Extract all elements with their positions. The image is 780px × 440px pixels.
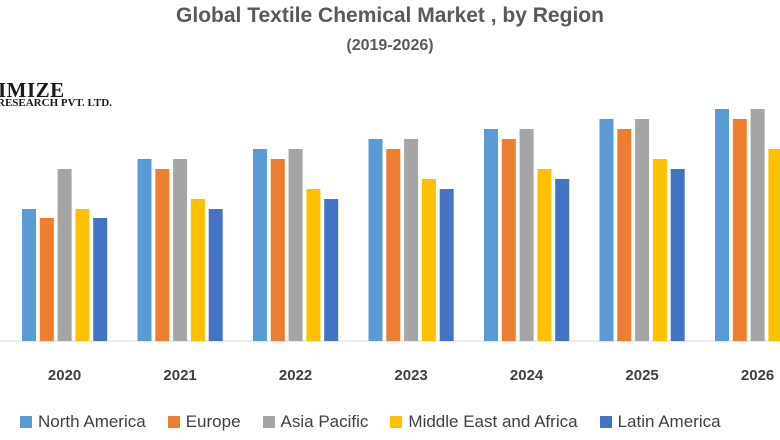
bar-2024-latin-america — [555, 179, 570, 341]
x-tick-2021: 2021 — [163, 367, 196, 384]
bar-2021-europe — [155, 169, 170, 341]
bar-2020-asia-pacific — [57, 169, 72, 341]
bar-2026-middle-east-and-africa — [768, 149, 780, 341]
legend-item-asia-pacific: Asia Pacific — [262, 412, 369, 432]
legend-swatch — [20, 416, 32, 428]
chart-title: Global Textile Chemical Market , by Regi… — [176, 4, 604, 27]
logo-wordmark: IMIZE — [0, 78, 65, 102]
bar-2026-north-america — [715, 109, 729, 341]
legend-item-north-america: North America — [20, 412, 146, 432]
legend-swatch — [599, 416, 612, 428]
legend-item-middle-east-and-africa: Middle East and Africa — [390, 412, 578, 432]
bar-2020-latin-america — [93, 218, 108, 341]
legend-label: Latin America — [617, 412, 721, 431]
x-tick-2024: 2024 — [510, 367, 544, 384]
legend-label: Middle East and Africa — [408, 412, 578, 431]
bar-2021-asia-pacific — [173, 159, 188, 341]
bar-2026-asia-pacific — [750, 109, 765, 341]
bar-2020-north-america — [22, 209, 36, 341]
bar-2023-north-america — [368, 139, 383, 341]
x-tick-2022: 2022 — [279, 367, 312, 384]
bar-2021-middle-east-and-africa — [190, 199, 205, 341]
bar-2024-europe — [501, 139, 516, 341]
bar-2022-north-america — [253, 149, 267, 341]
bar-2021-latin-america — [208, 209, 223, 341]
bar-2026-europe — [732, 119, 747, 341]
bar-2023-latin-america — [439, 189, 454, 341]
bar-2025-asia-pacific — [635, 119, 650, 341]
legend-label: Asia Pacific — [280, 412, 369, 431]
bar-2023-asia-pacific — [404, 139, 419, 341]
bar-2025-middle-east-and-africa — [652, 159, 667, 341]
x-tick-2023: 2023 — [394, 367, 427, 384]
bar-2022-europe — [270, 159, 285, 341]
legend-item-europe: Europe — [167, 412, 241, 432]
legend-item-latin-america: Latin America — [599, 412, 721, 432]
legend-label: Europe — [185, 412, 241, 431]
bar-2020-middle-east-and-africa — [75, 209, 90, 341]
x-tick-labels: 2020 2021 2022 2023 2024 2025 2026 — [48, 367, 774, 384]
x-tick-2026: 2026 — [741, 367, 774, 384]
legend-swatch — [390, 416, 403, 428]
chart-legend: North America Europe Asia Pacific Middle Ea… — [20, 410, 743, 434]
bar-2022-latin-america — [324, 199, 339, 341]
bar-2025-north-america — [599, 119, 614, 341]
legend-swatch — [167, 416, 180, 428]
bar-2025-latin-america — [670, 169, 685, 341]
logo-tagline: RESEARCH PVT. LTD. — [0, 97, 112, 109]
bar-2024-middle-east-and-africa — [537, 169, 552, 341]
bar-2023-europe — [386, 149, 401, 341]
bar-2022-asia-pacific — [288, 149, 303, 341]
x-tick-2020: 2020 — [48, 367, 81, 384]
bar-2021-north-america — [137, 159, 152, 341]
bar-2025-europe — [617, 129, 632, 341]
bar-2023-middle-east-and-africa — [421, 179, 436, 341]
bar-2022-middle-east-and-africa — [306, 189, 321, 341]
chart-subtitle: (2019-2026) — [346, 37, 434, 54]
bar-2024-north-america — [484, 129, 498, 341]
legend-label: North America — [38, 412, 146, 431]
bar-2024-asia-pacific — [519, 129, 534, 341]
legend-swatch — [262, 416, 275, 428]
bars-group — [22, 109, 780, 341]
x-tick-2025: 2025 — [625, 367, 658, 384]
bar-2020-europe — [39, 218, 54, 341]
